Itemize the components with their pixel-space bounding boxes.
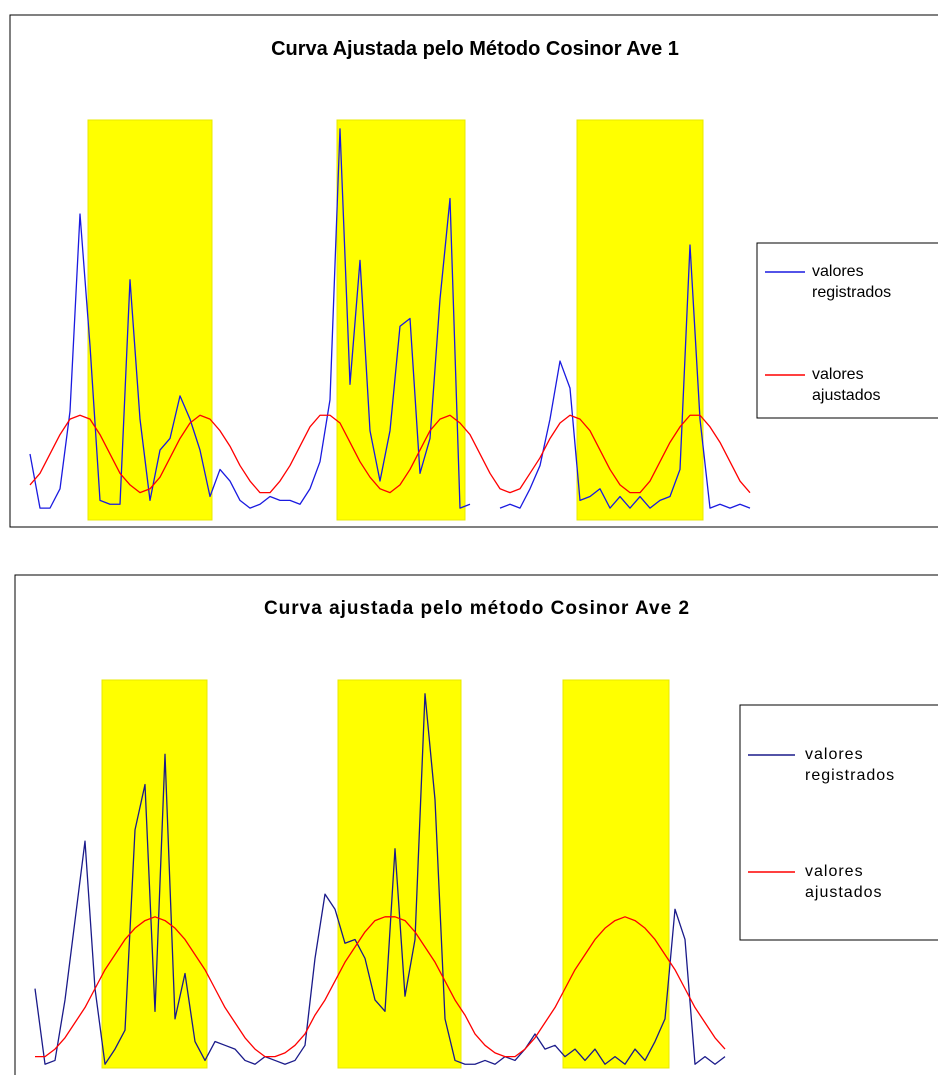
legend-label: valores registrados	[812, 263, 892, 301]
series-line	[34, 693, 726, 1065]
series-line	[29, 414, 751, 494]
legend-box	[739, 704, 938, 941]
band	[562, 679, 670, 1069]
series-line	[29, 128, 751, 509]
band	[576, 119, 704, 521]
band	[336, 119, 466, 521]
series-line	[35, 916, 726, 1058]
band	[87, 119, 213, 521]
band	[337, 679, 462, 1069]
legend-label: valores registrados	[805, 746, 896, 784]
legend-label: valores ajustados	[805, 863, 883, 901]
legend-label: valores ajustados	[812, 366, 881, 404]
chart-title: Curva ajustada pelo método Cosinor Ave 2	[263, 598, 691, 619]
chart-title: Curva Ajustada pelo Método Cosinor Ave 1	[271, 38, 679, 60]
